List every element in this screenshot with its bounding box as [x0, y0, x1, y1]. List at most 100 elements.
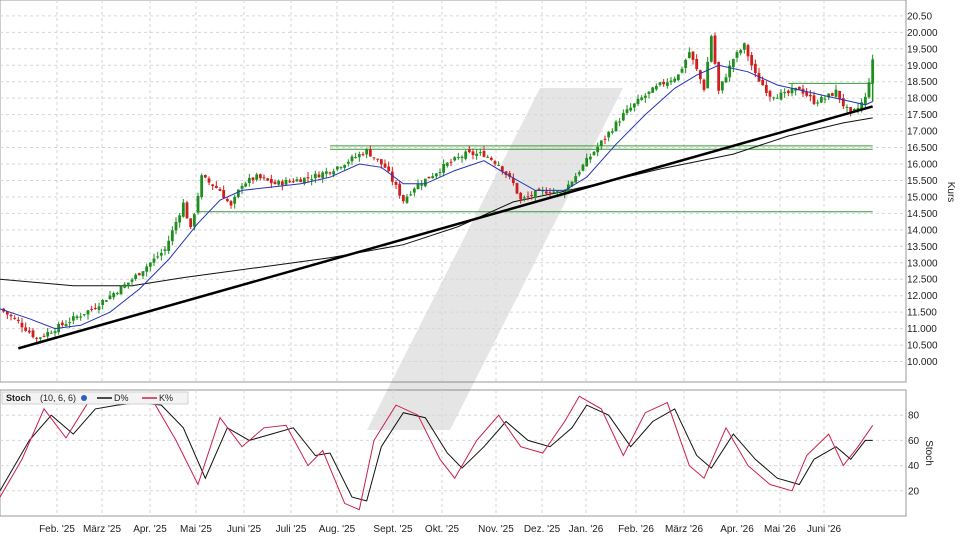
- candle: [805, 88, 809, 98]
- x-tick-label: Apr. '25: [133, 524, 167, 535]
- candle: [658, 81, 662, 87]
- stoch-tick-label: 20: [908, 486, 920, 497]
- candle: [64, 320, 68, 327]
- x-tick-label: Jan. '26: [569, 524, 604, 535]
- candle: [324, 167, 328, 178]
- price-tick-label: 17.000: [907, 127, 938, 138]
- candle: [500, 165, 504, 175]
- candle: [775, 94, 779, 99]
- stoch-settings-icon[interactable]: [81, 395, 87, 401]
- candle: [618, 117, 622, 127]
- x-tick-label: Nov. '25: [478, 524, 514, 535]
- candle: [574, 173, 578, 183]
- candle: [251, 176, 255, 184]
- candle: [592, 151, 596, 156]
- candle: [280, 179, 284, 191]
- labels-layer: 20.50 20.000 19.500 19.000 18.500 18.000 17.50…: [1, 11, 956, 535]
- candle: [24, 322, 28, 332]
- candle: [9, 313, 13, 321]
- candle: [643, 93, 647, 103]
- candle: [783, 88, 787, 98]
- candle: [361, 151, 365, 157]
- candle: [438, 168, 442, 177]
- candle: [654, 83, 658, 91]
- candle: [588, 153, 592, 163]
- candle: [134, 273, 138, 281]
- candle: [104, 299, 108, 302]
- candle: [90, 305, 94, 312]
- candle: [856, 103, 860, 114]
- price-tick-label: 19.500: [907, 44, 938, 55]
- candle: [867, 78, 871, 99]
- candle: [60, 320, 64, 328]
- candle: [225, 197, 229, 203]
- candle: [651, 86, 655, 93]
- candle: [383, 159, 387, 169]
- candle: [5, 311, 9, 320]
- candle: [203, 174, 207, 179]
- candle: [706, 56, 710, 89]
- candle: [123, 282, 127, 289]
- candle: [159, 248, 163, 261]
- candle: [548, 187, 552, 197]
- candle: [577, 170, 581, 177]
- candle: [819, 95, 823, 104]
- candle: [599, 140, 603, 150]
- price-tick-label: 16.500: [907, 143, 938, 154]
- candle: [489, 156, 493, 161]
- candle: [93, 303, 97, 310]
- x-tick-label: Juli '25: [276, 524, 307, 535]
- x-tick-label: Juni '26: [807, 524, 842, 535]
- trend-line: [17, 105, 874, 350]
- candle: [141, 271, 145, 280]
- candle: [35, 337, 39, 343]
- candle: [53, 327, 57, 337]
- candle: [13, 315, 17, 320]
- candle: [262, 174, 266, 181]
- candle: [680, 66, 684, 74]
- candle: [170, 226, 174, 246]
- candle: [97, 302, 101, 314]
- candle: [522, 195, 526, 202]
- candle: [636, 94, 640, 107]
- candle: [739, 48, 743, 56]
- candle: [621, 109, 625, 122]
- candle: [295, 176, 299, 182]
- candle: [321, 170, 325, 183]
- candle: [152, 253, 156, 267]
- price-tick-label: 17.500: [907, 110, 938, 121]
- candle: [724, 73, 728, 83]
- candle: [750, 52, 754, 71]
- candle: [863, 92, 867, 108]
- candle: [695, 54, 699, 71]
- stoch-tick-label: 80: [908, 411, 920, 422]
- candle: [86, 309, 90, 320]
- candle: [533, 190, 537, 202]
- x-tick-label: Apr. '26: [720, 524, 754, 535]
- candle: [779, 89, 783, 101]
- candle: [137, 272, 141, 276]
- stoch-tick-label: 60: [908, 436, 920, 447]
- candle: [42, 333, 46, 338]
- candle: [49, 330, 53, 334]
- candle: [394, 179, 398, 190]
- candle: [526, 191, 530, 201]
- stoch-axis-label: Stoch: [923, 440, 934, 466]
- candle: [768, 89, 772, 102]
- candle: [335, 166, 339, 172]
- candle: [676, 74, 680, 82]
- candle: [625, 105, 629, 116]
- candle: [673, 76, 677, 83]
- candle: [185, 200, 189, 219]
- candle: [240, 182, 244, 194]
- watermark-logo: [367, 88, 623, 430]
- candle: [350, 154, 354, 166]
- candle: [665, 78, 669, 89]
- candle: [163, 245, 167, 256]
- candle: [508, 170, 512, 180]
- candlesticks: [2, 32, 875, 344]
- price-tick-label: 18.500: [907, 77, 938, 88]
- legend-label-d: D%: [114, 393, 129, 403]
- candle: [746, 43, 750, 61]
- candle: [416, 179, 420, 190]
